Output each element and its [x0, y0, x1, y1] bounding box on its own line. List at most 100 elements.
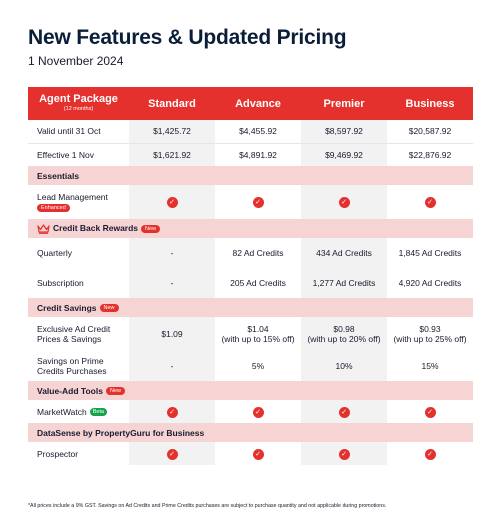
check-cell: ✓ — [301, 400, 387, 423]
check-cell: ✓ — [129, 185, 215, 219]
section-datasense: DataSense by PropertyGuru for Business — [28, 423, 473, 442]
prime-credits-row: Savings on Prime Credits Purchases - 5% … — [28, 351, 473, 381]
check-icon: ✓ — [424, 197, 436, 208]
price-value: $1.09 — [161, 329, 183, 339]
table-header-row: Agent Package (12 months) Standard Advan… — [28, 87, 473, 120]
row-label: MarketWatch Beta — [28, 400, 129, 423]
check-icon: ✓ — [424, 406, 436, 418]
value-add-title: Value-Add Tools — [37, 385, 103, 396]
crown-icon — [37, 224, 50, 234]
lead-management-row: Lead Management Enhanced ✓ ✓ ✓ ✓ — [28, 185, 473, 219]
value-cell: $0.93 (with up to 25% off) — [387, 317, 473, 351]
check-icon: ✓ — [252, 406, 264, 418]
quarterly-row: Quarterly - 82 Ad Credits 434 Ad Credits… — [28, 238, 473, 268]
price-cell: $1,425.72 — [129, 120, 215, 143]
price-value: $0.98 — [333, 324, 355, 334]
value-cell: $0.98 (with up to 20% off) — [301, 317, 387, 351]
beta-badge: Beta — [89, 408, 108, 417]
check-icon: ✓ — [166, 197, 178, 208]
label-line: Credits Purchases — [37, 366, 107, 376]
value-cell: 4,920 Ad Credits — [398, 278, 462, 288]
section-credit-savings: Credit Savings New — [28, 298, 473, 317]
value-cell: - — [129, 238, 215, 268]
effective-row: Effective 1 Nov $1,621.92 $4,891.92 $9,4… — [28, 142, 473, 166]
label-line: Savings on Prime — [37, 356, 104, 366]
value-cell: - — [129, 268, 215, 298]
value-cell: 1,277 Ad Credits — [301, 268, 387, 298]
package-duration: (12 months) — [63, 106, 94, 113]
row-label: Valid until 31 Oct — [37, 126, 101, 137]
check-icon: ✓ — [166, 406, 178, 418]
check-cell: ✓ — [215, 185, 301, 219]
section-title: Essentials — [28, 166, 473, 185]
discount-note: (with up to 15% off) — [221, 334, 295, 344]
value-cell: 15% — [421, 361, 439, 371]
row-label: Prospector — [37, 448, 79, 459]
value-cell: - — [129, 351, 215, 381]
check-cell: ✓ — [301, 442, 387, 465]
check-cell: ✓ — [129, 442, 215, 465]
section-title: Credit Savings New — [28, 298, 473, 317]
price-cell: $8,597.92 — [301, 120, 387, 143]
plan-standard-header: Standard — [129, 87, 215, 120]
plan-premier-header: Premier — [301, 87, 387, 120]
package-header: Agent Package (12 months) — [28, 87, 129, 120]
value-cell: 1,845 Ad Credits — [398, 248, 462, 258]
section-essentials: Essentials — [28, 166, 473, 185]
new-badge: New — [141, 224, 161, 233]
enhanced-badge: Enhanced — [37, 204, 70, 212]
value-cell: 82 Ad Credits — [232, 248, 284, 258]
row-label: Savings on Prime Credits Purchases — [28, 351, 129, 381]
check-cell: ✓ — [387, 400, 473, 423]
page-date: 1 November 2024 — [28, 54, 124, 68]
row-label: Exclusive Ad Credit Prices & Savings — [28, 317, 129, 351]
check-icon: ✓ — [252, 197, 264, 208]
check-cell: ✓ — [129, 400, 215, 423]
value-cell: $1.09 — [129, 317, 215, 351]
marketwatch-row: MarketWatch Beta ✓ ✓ ✓ ✓ — [28, 400, 473, 423]
section-value-add: Value-Add Tools New — [28, 381, 473, 400]
check-icon: ✓ — [338, 406, 350, 418]
check-cell: ✓ — [387, 442, 473, 465]
price-cell: $22,876.92 — [387, 142, 473, 166]
new-badge: New — [99, 304, 119, 313]
label-line: Exclusive Ad Credit — [37, 324, 111, 334]
price-value: $1.04 — [247, 324, 269, 334]
discount-note: (with up to 25% off) — [393, 334, 467, 344]
prospector-row: Prospector ✓ ✓ ✓ ✓ — [28, 442, 473, 465]
label-line: Prices & Savings — [37, 334, 102, 344]
marketwatch-label: MarketWatch — [37, 406, 87, 417]
check-cell: ✓ — [215, 442, 301, 465]
check-icon: ✓ — [338, 448, 350, 460]
check-icon: ✓ — [252, 448, 264, 460]
discount-note: (with up to 20% off) — [307, 334, 381, 344]
new-badge: New — [105, 387, 125, 396]
check-cell: ✓ — [301, 185, 387, 219]
price-cell: $1,621.92 — [129, 142, 215, 166]
credit-back-title: Credit Back Rewards — [53, 223, 139, 234]
value-cell: 434 Ad Credits — [301, 238, 387, 268]
section-credit-back: Credit Back Rewards New — [28, 219, 473, 238]
package-label: Agent Package — [39, 92, 118, 105]
pricing-table: Agent Package (12 months) Standard Advan… — [28, 87, 473, 465]
row-label: Quarterly — [37, 248, 72, 258]
page-title: New Features & Updated Pricing — [28, 26, 347, 49]
check-cell: ✓ — [215, 400, 301, 423]
footnote: *All prices include a 9% GST. Savings on… — [28, 503, 387, 509]
price-cell: $4,891.92 — [215, 142, 301, 166]
check-cell: ✓ — [387, 185, 473, 219]
valid-until-row: Valid until 31 Oct $1,425.72 $4,455.92 $… — [28, 120, 473, 143]
value-cell: 10% — [301, 351, 387, 381]
price-cell: $9,469.92 — [301, 142, 387, 166]
lead-management-label: Lead Management — [37, 192, 108, 202]
credit-savings-title: Credit Savings — [37, 302, 97, 313]
value-cell: $1.04 (with up to 15% off) — [215, 317, 301, 351]
check-icon: ✓ — [166, 448, 178, 460]
value-cell: 5% — [251, 361, 265, 371]
price-value: $0.93 — [419, 324, 441, 334]
plan-business-header: Business — [387, 87, 473, 120]
section-title: Credit Back Rewards New — [28, 219, 473, 238]
price-cell: $20,587.92 — [408, 126, 452, 137]
check-icon: ✓ — [424, 448, 436, 460]
